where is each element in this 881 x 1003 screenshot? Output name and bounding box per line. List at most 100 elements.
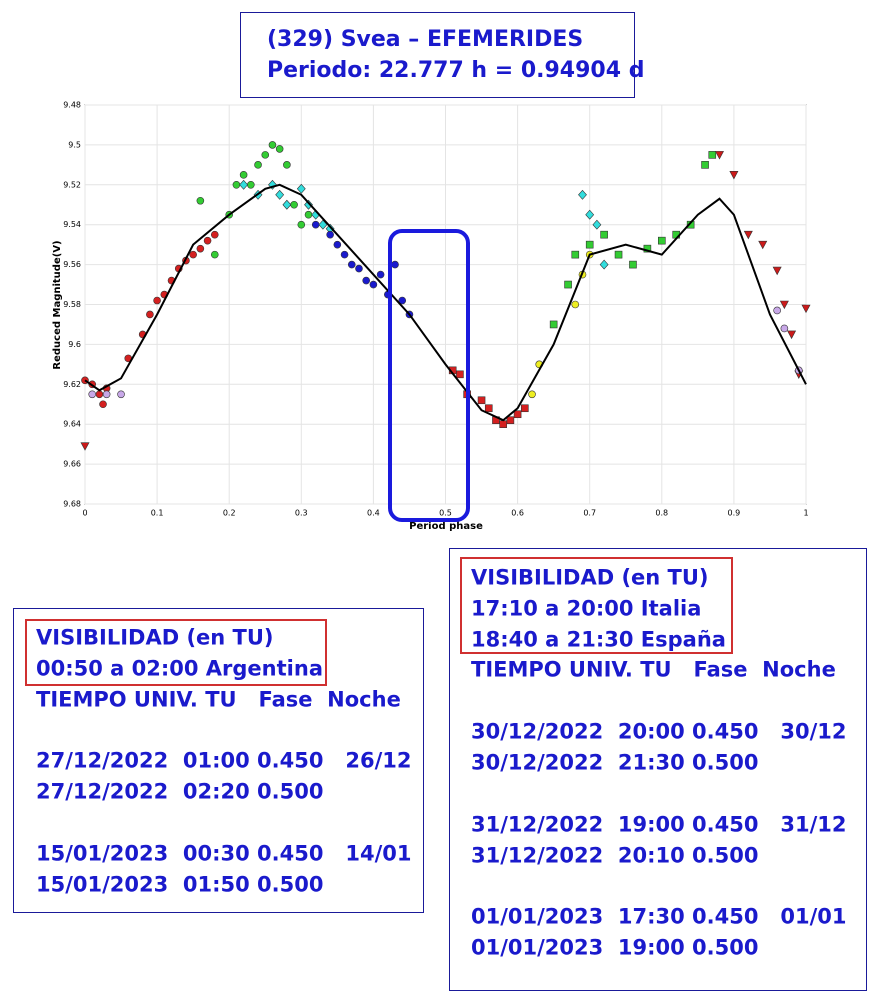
data-point: [146, 310, 154, 319]
info-panel: VISIBILIDAD (en TU) 00:50 a 02:00 Argenti…: [13, 608, 424, 913]
data-point: [592, 219, 602, 230]
y-tick-label: 9.58: [63, 300, 81, 309]
data-point: [743, 230, 753, 240]
data-point: [210, 230, 219, 239]
data-point: [773, 306, 781, 315]
data-point: [614, 250, 623, 259]
x-tick-label: 0.9: [728, 509, 741, 518]
data-point: [600, 230, 608, 239]
data-point: [102, 390, 111, 399]
data-point: [801, 304, 811, 314]
x-tick-label: 0.7: [583, 509, 596, 518]
data-point: [355, 264, 363, 273]
info-panel: VISIBILIDAD (en TU) 17:10 a 20:00 Italia 1…: [449, 548, 867, 991]
data-point: [585, 209, 595, 220]
data-point: [549, 320, 558, 329]
data-point: [88, 390, 97, 399]
ephemeris-line: 31/12/2022 20:10 0.500: [471, 843, 759, 868]
data-point: [477, 396, 486, 405]
data-point: [629, 260, 637, 269]
visibility-highlight: [460, 557, 733, 654]
y-tick-label: 9.64: [63, 420, 81, 429]
y-tick-label: 9.6: [68, 340, 81, 349]
data-point: [196, 244, 205, 253]
y-axis-label: Reduced Magnitude(V): [52, 240, 63, 369]
y-tick-label: 9.68: [63, 500, 81, 509]
data-point: [210, 250, 219, 259]
y-tick-label: 9.5: [68, 140, 81, 149]
data-point: [283, 161, 291, 169]
y-tick-label: 9.54: [63, 220, 81, 229]
visibility-line: 00:50 a 02:00 Argentina: [36, 656, 323, 681]
x-tick-label: 0.3: [295, 509, 308, 518]
data-point: [571, 250, 580, 259]
ephemeris-line: 27/12/2022 01:00 0.450 26/12: [36, 748, 412, 773]
visibility-highlight: [25, 619, 327, 686]
data-point: [333, 240, 342, 249]
x-tick-label: 1: [803, 509, 808, 518]
data-point: [99, 400, 107, 409]
x-axis-label: Period phase: [409, 521, 483, 532]
data-point: [376, 270, 385, 279]
y-tick-label: 9.62: [63, 380, 81, 389]
data-point: [254, 161, 262, 169]
chart: Period phase Reduced Magnitude(V) 9.48 9.…: [52, 101, 811, 532]
title-line: Periodo: 22.777 h = 0.94904 d: [267, 58, 645, 83]
data-point: [499, 420, 507, 429]
data-point: [714, 151, 724, 160]
y-tick-label: 9.56: [63, 260, 81, 269]
data-point: [326, 230, 334, 239]
data-point: [311, 220, 320, 229]
data-point: [304, 199, 313, 210]
data-point: [657, 236, 666, 245]
data-point: [203, 236, 212, 245]
data-point: [232, 181, 241, 189]
data-point: [369, 280, 378, 289]
data-point: [347, 260, 356, 269]
data-point: [290, 200, 298, 209]
ephemeris-line: 15/01/2023 01:50 0.500: [36, 872, 324, 897]
data-point: [571, 300, 580, 309]
data-point: [780, 324, 789, 333]
x-tick-label: 0.8: [655, 509, 668, 518]
fit-curve: [84, 183, 807, 422]
data-point: [787, 330, 797, 340]
visibility-line: VISIBILIDAD (en TU): [36, 625, 274, 650]
data-point: [247, 181, 255, 189]
x-tick-label: 0.5: [439, 509, 452, 518]
visibility-line: 17:10 a 20:00 Italia: [471, 596, 702, 621]
ephemeris-line: 01/01/2023 19:00 0.500: [471, 935, 759, 960]
data-point: [297, 220, 306, 229]
data-point: [521, 404, 529, 413]
table-header: TIEMPO UNIV. TU Fase Noche: [36, 687, 401, 712]
data-point: [304, 210, 313, 219]
data-point: [189, 250, 197, 259]
highlight-window: [388, 229, 470, 522]
data-point: [391, 260, 399, 269]
data-point: [117, 390, 125, 399]
data-point: [362, 276, 370, 285]
data-point: [318, 219, 328, 230]
data-point: [239, 179, 249, 190]
data-point: [196, 196, 205, 205]
y-tick-label: 9.52: [63, 180, 81, 189]
data-point: [564, 280, 572, 289]
visibility-line: VISIBILIDAD (en TU): [471, 565, 709, 590]
data-point: [506, 416, 515, 425]
x-tick-label: 0: [82, 509, 87, 518]
data-point: [779, 300, 789, 310]
data-point: [578, 189, 587, 200]
x-tick-label: 0.2: [223, 509, 236, 518]
data-point: [398, 296, 407, 305]
data-point: [296, 183, 306, 194]
data-point: [275, 145, 284, 153]
ephemeris-line: 31/12/2022 19:00 0.450 31/12: [471, 812, 847, 837]
data-point: [772, 266, 782, 276]
data-point: [528, 390, 536, 399]
data-point: [484, 404, 493, 413]
y-tick-label: 9.66: [63, 460, 81, 469]
ephemeris-line: 15/01/2023 00:30 0.450 14/01: [36, 841, 412, 866]
visibility-line: 18:40 a 21:30 España: [471, 627, 726, 652]
data-point: [599, 259, 609, 270]
